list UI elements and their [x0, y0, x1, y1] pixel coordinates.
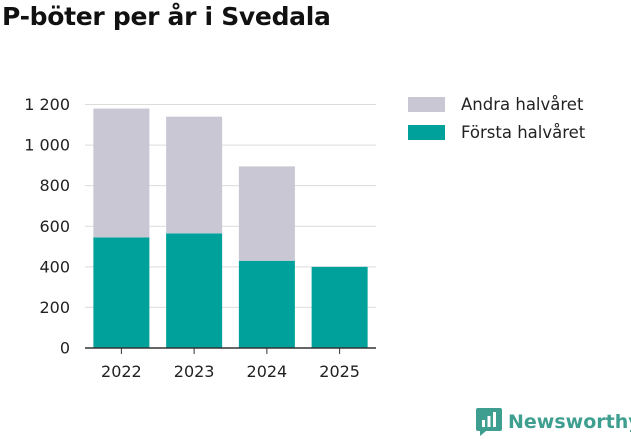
- y-tick-label: 400: [39, 257, 70, 276]
- x-tick-label-2022: 2022: [101, 362, 142, 381]
- legend: Andra halvåret Första halvåret: [408, 90, 585, 146]
- bar-2024-forsta[interactable]: [238, 260, 295, 348]
- bars: [93, 108, 368, 348]
- y-tick-label: 800: [39, 176, 70, 195]
- y-tick-label: 200: [39, 298, 70, 317]
- y-tick-label: 1 200: [24, 95, 70, 114]
- bar-2024-andra[interactable]: [238, 166, 295, 261]
- chart-title: P-böter per år i Svedala: [2, 2, 331, 31]
- x-tick-label-2025: 2025: [319, 362, 360, 381]
- legend-item-andra-halvaret[interactable]: Andra halvåret: [408, 90, 585, 118]
- bar-2023-andra[interactable]: [166, 116, 223, 234]
- y-tick-label: 0: [60, 339, 70, 358]
- newsworthy-logo-icon: [476, 408, 502, 436]
- bar-2022-forsta[interactable]: [93, 237, 150, 348]
- brand-name: Newsworthy: [508, 411, 631, 433]
- bar-2023-forsta[interactable]: [166, 233, 223, 348]
- y-tick-label: 600: [39, 217, 70, 236]
- bar-2025-forsta[interactable]: [311, 266, 368, 348]
- legend-item-forsta-halvaret[interactable]: Första halvåret: [408, 118, 585, 146]
- legend-label-forsta: Första halvåret: [461, 122, 586, 142]
- x-tick-label-2024: 2024: [247, 362, 288, 381]
- y-tick-label: 1 000: [24, 136, 70, 155]
- axes: 0 200 400 600 800 1 000 1 200 2022 2023 2024 2025: [24, 95, 376, 381]
- legend-swatch-forsta: [408, 124, 445, 140]
- legend-swatch-andra: [408, 96, 445, 112]
- x-tick-label-2023: 2023: [174, 362, 215, 381]
- bar-2022-andra[interactable]: [93, 108, 150, 238]
- legend-label-andra: Andra halvåret: [461, 94, 584, 114]
- brand-logo[interactable]: Newsworthy: [476, 407, 631, 437]
